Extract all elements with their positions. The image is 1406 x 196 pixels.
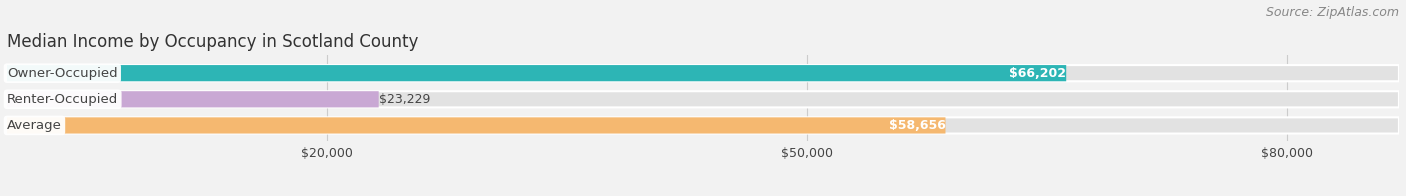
Text: $23,229: $23,229	[378, 93, 430, 106]
Text: Average: Average	[7, 119, 62, 132]
FancyBboxPatch shape	[7, 65, 1399, 81]
Text: Owner-Occupied: Owner-Occupied	[7, 67, 118, 80]
FancyBboxPatch shape	[7, 117, 1399, 133]
Text: $66,202: $66,202	[1010, 67, 1066, 80]
Text: $58,656: $58,656	[889, 119, 945, 132]
Text: Renter-Occupied: Renter-Occupied	[7, 93, 118, 106]
FancyBboxPatch shape	[7, 91, 378, 107]
FancyBboxPatch shape	[7, 117, 945, 133]
Text: Source: ZipAtlas.com: Source: ZipAtlas.com	[1265, 6, 1399, 19]
FancyBboxPatch shape	[7, 91, 1399, 107]
FancyBboxPatch shape	[7, 65, 1066, 81]
Text: Median Income by Occupancy in Scotland County: Median Income by Occupancy in Scotland C…	[7, 33, 419, 51]
